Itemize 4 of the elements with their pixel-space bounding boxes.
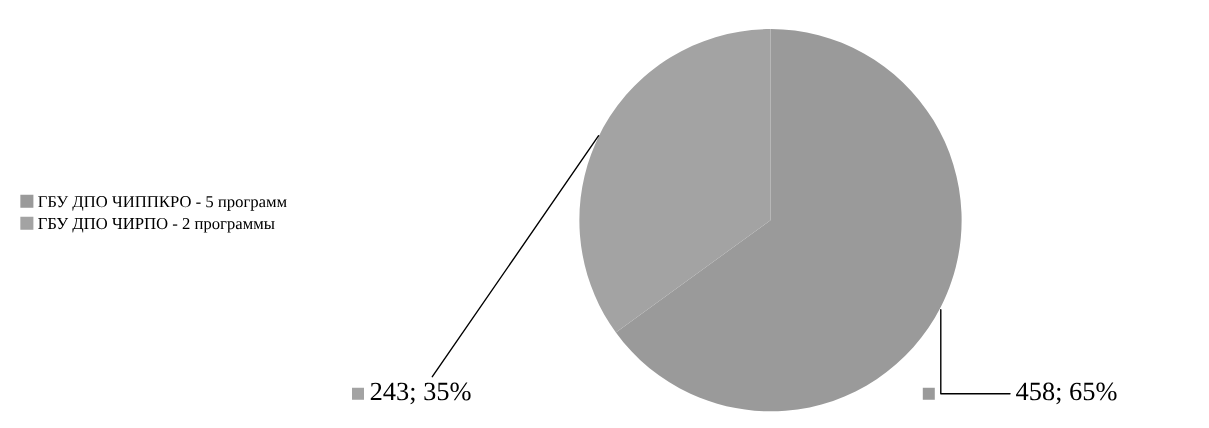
data-label: 243; 35% bbox=[370, 382, 471, 405]
legend-label: ГБУ ДПО ЧИППКРО - 5 программ bbox=[38, 196, 287, 211]
data-label: 458; 65% bbox=[1016, 382, 1117, 405]
legend-label: ГБУ ДПО ЧИРПО - 2 программы bbox=[38, 217, 275, 233]
